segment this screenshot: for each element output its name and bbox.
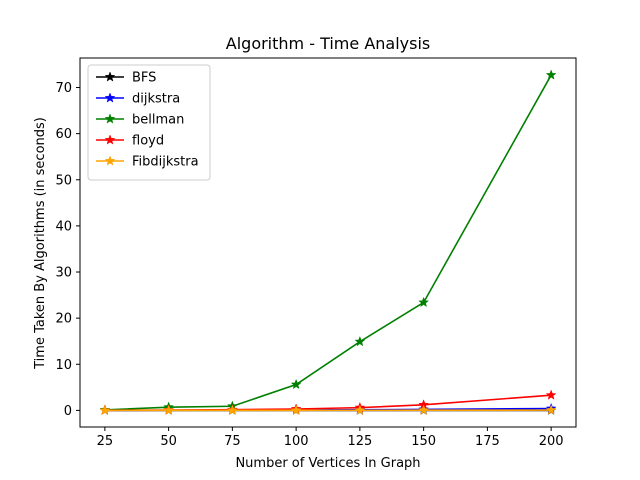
data-point (226, 404, 238, 415)
data-point (99, 404, 111, 416)
y-tick-label: 10 (55, 358, 72, 373)
x-tick-label: 50 (160, 434, 177, 449)
x-tick-label: 125 (347, 434, 372, 449)
plot-frame (79, 57, 577, 428)
y-axis-title: Time Taken By Algorithms (in seconds) (33, 117, 48, 370)
legend-swatch-marker (104, 155, 116, 166)
data-point (418, 404, 430, 415)
legend-box (87, 64, 211, 181)
chart-title: Algorithm - Time Analysis (226, 34, 430, 53)
series-fibdijkstra (99, 404, 557, 416)
legend-swatch-marker (104, 113, 116, 124)
legend-label: dijkstra (132, 92, 180, 107)
x-tick-label: 175 (475, 434, 500, 449)
data-point (290, 378, 302, 390)
data-point (545, 389, 557, 400)
legend-swatch-marker (104, 134, 116, 145)
y-tick-label: 50 (55, 173, 72, 188)
y-tick-label: 20 (55, 312, 72, 327)
data-point (290, 404, 302, 415)
y-tick-label: 60 (55, 127, 72, 142)
legend-swatch-marker (104, 71, 116, 82)
legend-label: Fibdijkstra (132, 155, 199, 170)
y-tick-label: 0 (64, 404, 72, 419)
x-tick-label: 200 (539, 434, 564, 449)
legend-label: bellman (132, 113, 184, 128)
series-layer (99, 69, 557, 416)
y-tick-label: 40 (55, 219, 72, 234)
x-axis-title: Number of Vertices In Graph (235, 456, 420, 471)
legend: BFS dijkstra bellman floyd Fibdijkstra (87, 64, 211, 181)
data-point (418, 296, 430, 308)
data-point (545, 404, 557, 415)
data-point (545, 69, 557, 80)
legend-swatch-marker (104, 92, 116, 103)
data-point (354, 335, 366, 347)
legend-label: floyd (132, 134, 164, 149)
legend-label: BFS (132, 71, 156, 86)
y-tick-label: 70 (55, 81, 72, 96)
x-axis: 25 50 75 100 125 150 175 200 (97, 427, 564, 449)
y-axis: 0 10 20 30 40 50 60 70 (55, 81, 80, 419)
x-tick-label: 25 (97, 434, 114, 449)
x-tick-label: 150 (411, 434, 436, 449)
data-point (354, 404, 366, 415)
data-point (163, 404, 175, 415)
y-tick-label: 30 (55, 266, 72, 281)
x-tick-label: 75 (224, 434, 241, 449)
x-tick-label: 100 (284, 434, 309, 449)
